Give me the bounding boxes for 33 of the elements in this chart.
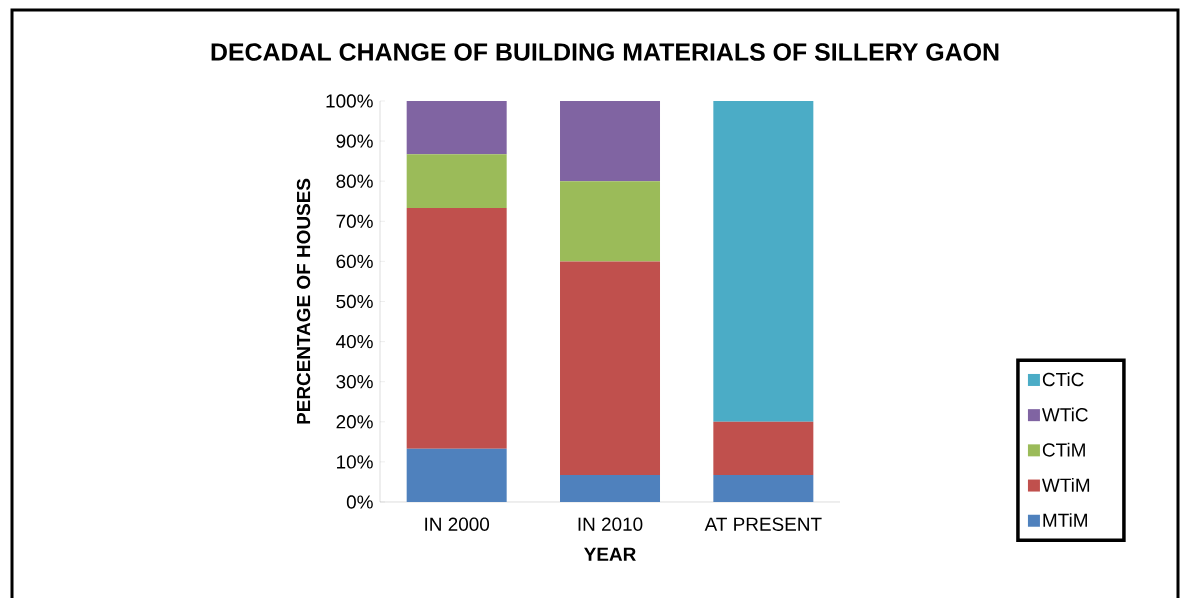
legend-label: MTiM (1043, 513, 1087, 527)
y-axis-title: PERCENTAGE OF HOUSES (296, 178, 311, 424)
y-tick-label: 30% (336, 374, 373, 389)
y-tick-label: 0% (346, 495, 373, 509)
bar (713, 475, 814, 502)
y-tick-label: 60% (336, 254, 373, 269)
y-tick-label: 20% (336, 415, 373, 429)
x-axis-title: YEAR (584, 547, 636, 561)
bar (406, 448, 507, 502)
y-tick-label: 80% (336, 174, 373, 188)
y-tick-label: 90% (336, 134, 373, 148)
y-tick-label: 70% (336, 214, 373, 228)
legend-label: WTiC (1042, 407, 1088, 422)
x-tick-label: AT PRESENT (704, 517, 822, 531)
legend-label: CTiM (1042, 442, 1085, 457)
legend-label: CTiC (1042, 372, 1084, 387)
y-tick-label: 10% (337, 455, 373, 469)
bar (560, 261, 661, 476)
bar (560, 100, 661, 182)
x-tick-label: IN 2010 (578, 517, 643, 531)
y-tick-label: 50% (336, 294, 373, 309)
bar (713, 421, 814, 476)
bar (560, 475, 661, 502)
bar (406, 154, 507, 209)
bar (560, 181, 661, 262)
y-tick-label: 100% (326, 94, 373, 108)
x-tick-label: IN 2000 (425, 517, 490, 531)
chart-title: DECADAL CHANGE OF BUILDING MATERIALS OF SILLERY GAON (211, 43, 999, 61)
bar (713, 100, 814, 422)
y-tick-label: 40% (336, 334, 373, 349)
bar (406, 208, 507, 449)
bar (406, 100, 507, 155)
legend-label: WTiM (1042, 477, 1090, 492)
